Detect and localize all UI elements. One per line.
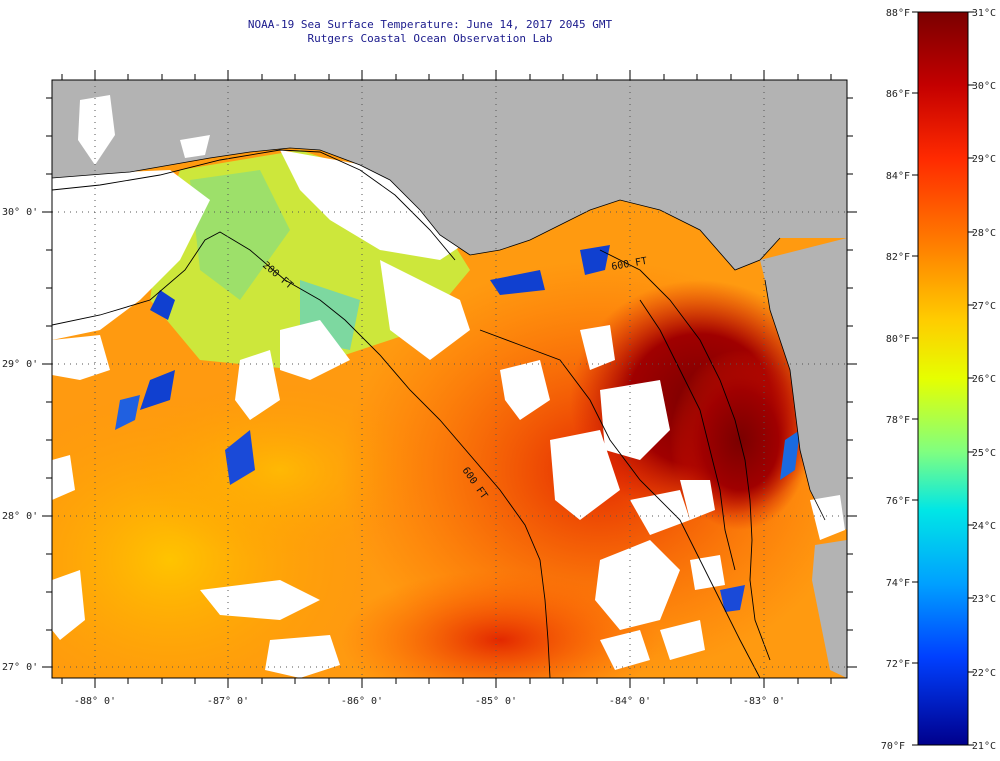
colorbar-f-label: 86°F (886, 89, 910, 100)
colorbar-ticks (912, 11, 974, 746)
colorbar-c-label: 21°C (972, 741, 996, 752)
colorbar-f-label: 82°F (886, 252, 910, 263)
depth-contour-line (479, 329, 761, 678)
lat-label: 29° 0' (2, 359, 38, 370)
colorbar-f-label: 84°F (886, 171, 910, 182)
colorbar-c-label: 24°C (972, 521, 996, 532)
lon-label: -87° 0' (207, 696, 249, 707)
colorbar-f-label: 70°F (881, 741, 905, 752)
lat-label: 30° 0' (2, 207, 38, 218)
colorbar-f-label: 72°F (886, 659, 910, 670)
lon-label: -83° 0' (743, 696, 785, 707)
map-image: 200 FT 600 FT 600 FT (52, 80, 847, 678)
chart-subtitle: Rutgers Coastal Ocean Observation Lab (307, 32, 553, 45)
chart-title: NOAA-19 Sea Surface Temperature: June 14… (247, 18, 613, 31)
colorbar-c-label: 30°C (972, 81, 996, 92)
colorbar-c-label: 23°C (972, 594, 996, 605)
cloud-mask (52, 85, 725, 678)
colorbar-f-label: 74°F (886, 578, 910, 589)
lon-label: -88° 0' (74, 696, 116, 707)
depth-contour-line (599, 249, 771, 661)
lon-label: -86° 0' (341, 696, 383, 707)
axis-ticks (42, 70, 857, 688)
depth-contour-line (639, 299, 736, 571)
graticule (52, 80, 847, 678)
colorbar-f-label: 78°F (886, 415, 910, 426)
colorbar-c-label: 22°C (972, 668, 996, 679)
colorbar (917, 11, 969, 746)
colorbar-f-label: 80°F (886, 334, 910, 345)
colorbar-f-label: 88°F (886, 8, 910, 19)
lat-label: 28° 0' (2, 511, 38, 522)
colorbar-c-label: 31°C (972, 8, 996, 19)
colorbar-c-label: 29°C (972, 154, 996, 165)
colorbar-c-label: 28°C (972, 228, 996, 239)
colorbar-c-label: 26°C (972, 374, 996, 385)
depth-contour-line (52, 231, 551, 678)
land-mass (52, 80, 847, 678)
lon-label: -84° 0' (609, 696, 651, 707)
colorbar-c-label: 25°C (972, 448, 996, 459)
lon-label: -85° 0' (475, 696, 517, 707)
map-frame (51, 79, 848, 679)
colorbar-f-label: 76°F (886, 496, 910, 507)
lat-label: 27° 0' (2, 662, 38, 673)
colorbar-c-label: 27°C (972, 301, 996, 312)
